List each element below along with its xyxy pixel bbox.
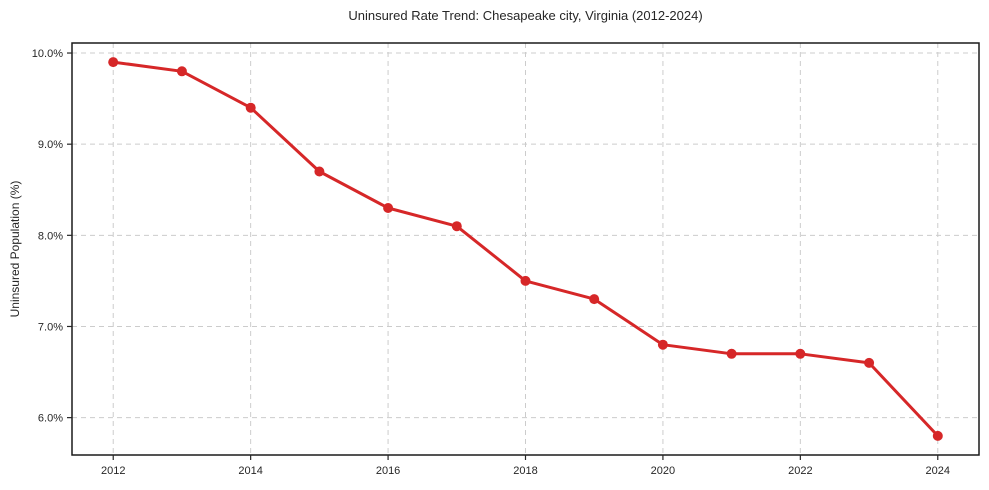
x-tick-label: 2014: [238, 465, 262, 477]
x-tick-label: 2020: [651, 465, 675, 477]
y-tick-label: 7.0%: [38, 321, 63, 333]
y-tick-label: 9.0%: [38, 139, 63, 151]
data-point: [864, 357, 875, 368]
x-tick-label: 2012: [101, 465, 125, 477]
y-tick-label: 8.0%: [38, 230, 63, 242]
chart-title: Uninsured Rate Trend: Chesapeake city, V…: [348, 8, 703, 23]
data-point: [245, 102, 256, 113]
data-point: [932, 430, 943, 441]
data-point: [657, 339, 668, 350]
x-tick-label: 2018: [513, 465, 537, 477]
data-point: [726, 348, 737, 359]
y-tick-label: 10.0%: [32, 48, 63, 60]
y-tick-label: 6.0%: [38, 413, 63, 425]
x-tick-label: 2022: [788, 465, 812, 477]
plot-border: [71, 42, 980, 456]
data-point: [589, 294, 600, 305]
data-point: [383, 203, 394, 213]
data-point: [314, 166, 325, 177]
data-point: [108, 57, 119, 68]
data-point: [451, 221, 462, 232]
data-point: [795, 348, 806, 359]
x-tick-label: 2016: [376, 465, 400, 477]
x-tick-label: 2024: [926, 465, 950, 477]
data-point: [176, 66, 187, 77]
data-point: [520, 275, 531, 286]
